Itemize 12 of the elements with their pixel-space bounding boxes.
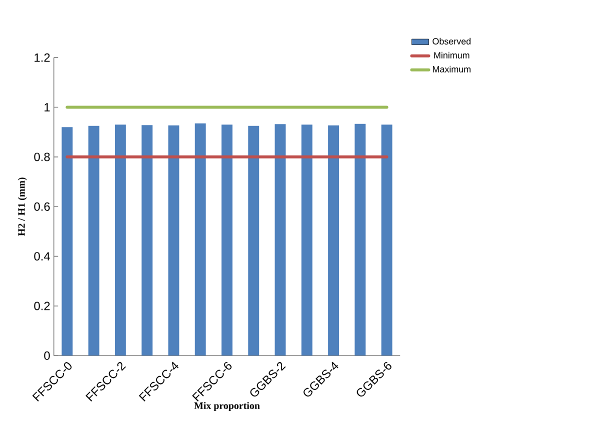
legend-label: Minimum — [434, 52, 470, 58]
legend-label: Observed — [432, 38, 470, 44]
x-axis-title: Mix proportion — [194, 402, 260, 412]
y-axis-title: H2 / H1 (mm) — [18, 178, 27, 236]
y-tick-label: 0.6 — [34, 202, 50, 211]
y-tick-label: 0.4 — [34, 252, 50, 260]
y-tick-label: 0.8 — [34, 152, 50, 162]
y-tick-label: 0.2 — [34, 302, 50, 310]
legend-label: Maximum — [432, 66, 470, 72]
y-tick-label: 1 — [44, 103, 50, 112]
y-tick-label: 1.2 — [34, 53, 50, 62]
y-tick-label: 0 — [44, 351, 50, 360]
